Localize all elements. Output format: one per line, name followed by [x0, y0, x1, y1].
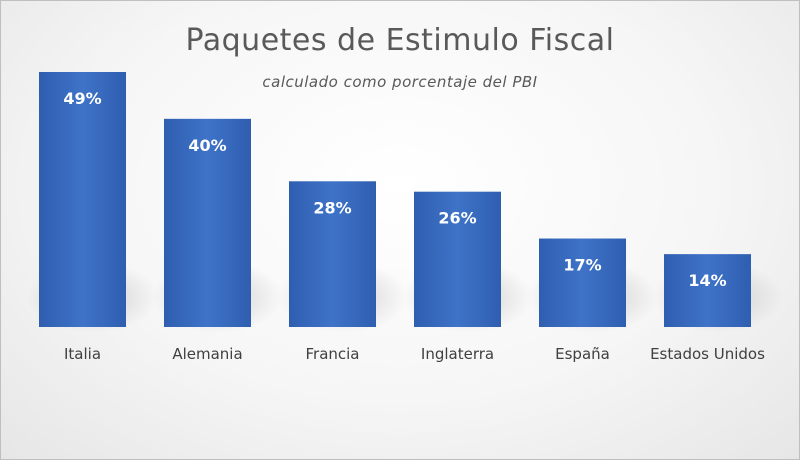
data-label: 26%	[438, 209, 476, 228]
data-label: 14%	[688, 271, 726, 290]
category-tick-label: España	[555, 345, 610, 363]
data-label: 40%	[188, 136, 226, 155]
data-label: 17%	[563, 256, 601, 275]
bar-inglaterra	[414, 191, 501, 327]
bar-españa	[539, 238, 626, 327]
category-tick-label: Italia	[64, 345, 101, 363]
bar-alemania	[164, 118, 251, 327]
bar-estados-unidos	[664, 254, 751, 327]
category-tick-label: Francia	[305, 345, 359, 363]
data-label: 49%	[63, 89, 101, 108]
bar-francia	[289, 181, 376, 327]
chart-title: Paquetes de Estimulo Fiscal	[185, 23, 615, 58]
bar-italia	[39, 72, 126, 327]
chart-subtitle: calculado como porcentaje del PBI	[262, 73, 538, 91]
data-label: 28%	[313, 198, 351, 217]
category-tick-label: Inglaterra	[421, 345, 494, 363]
category-tick-label: Alemania	[172, 345, 242, 363]
category-tick-label: Estados Unidos	[650, 345, 765, 363]
